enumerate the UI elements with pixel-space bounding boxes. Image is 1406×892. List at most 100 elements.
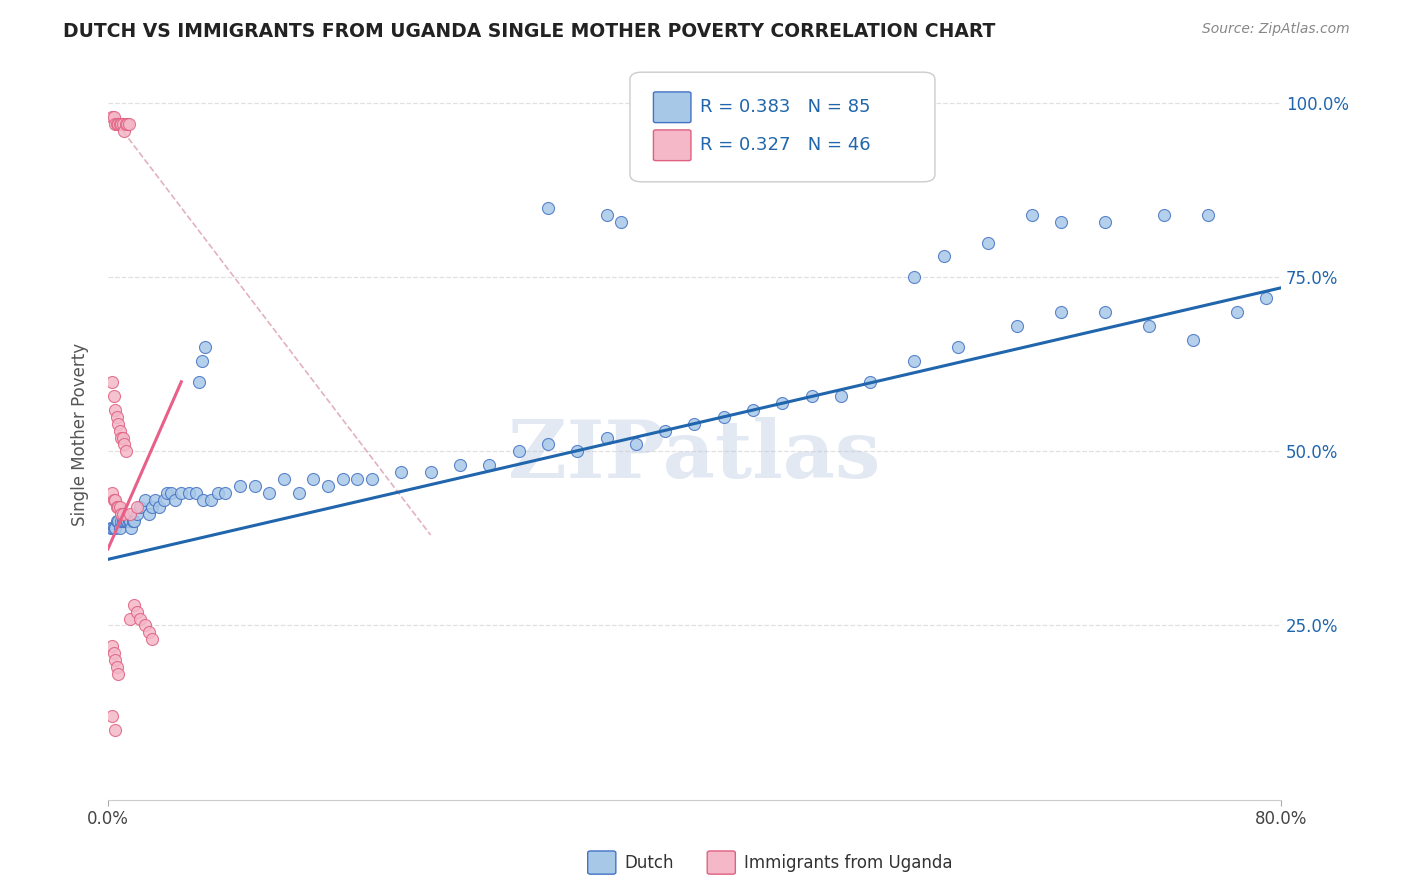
Point [101,640,124,654]
Point [112,437,135,451]
Point [129,611,152,625]
Point [160,486,183,500]
Point [346,472,368,486]
Point [127,500,149,515]
Point [187,375,209,389]
Point [114,117,136,131]
Point [117,117,139,131]
Point [156,486,179,500]
Point [103,493,125,508]
Point [120,521,142,535]
Point [1094,305,1116,319]
Point [105,117,128,131]
Point [108,500,131,515]
Point [101,709,124,723]
Point [170,486,193,500]
Point [243,479,266,493]
Point [110,514,132,528]
Point [138,625,160,640]
Point [108,424,131,438]
Point [903,354,925,368]
Point [259,486,281,500]
Point [111,117,134,131]
Point [389,465,412,479]
Point [1256,291,1278,305]
Point [107,417,129,431]
Point [115,514,138,528]
Point [449,458,471,473]
Point [595,208,617,222]
Point [124,514,146,528]
Point [122,514,145,528]
Point [610,215,633,229]
Point [287,486,309,500]
Text: Dutch: Dutch [624,854,673,871]
Text: Source: ZipAtlas.com: Source: ZipAtlas.com [1202,22,1350,37]
Point [207,486,229,500]
Point [165,493,187,508]
Text: R = 0.327   N = 46: R = 0.327 N = 46 [700,136,870,154]
Point [107,667,129,681]
Point [184,486,207,500]
Point [118,514,141,528]
Point [101,521,124,535]
Point [103,521,125,535]
Point [537,437,560,451]
Point [273,472,295,486]
Y-axis label: Single Mother Poverty: Single Mother Poverty [72,343,89,525]
FancyBboxPatch shape [654,130,690,161]
Point [332,472,354,486]
Point [118,611,141,625]
Point [104,493,127,508]
Point [110,117,132,131]
Point [100,521,122,535]
Point [104,117,127,131]
Point [191,354,214,368]
FancyBboxPatch shape [654,92,690,122]
Point [141,632,163,647]
Point [111,507,134,521]
Point [830,389,852,403]
Point [118,507,141,521]
Point [101,375,124,389]
Point [103,389,125,403]
Point [138,507,160,521]
Point [112,124,135,138]
Point [101,486,124,500]
Point [105,409,128,424]
Point [134,618,156,632]
Point [1197,208,1219,222]
Point [800,389,823,403]
Point [107,500,129,515]
Point [683,417,706,431]
Point [104,723,127,737]
Point [110,507,132,521]
Text: Immigrants from Uganda: Immigrants from Uganda [744,854,952,871]
Point [193,493,215,508]
Point [141,500,163,515]
Point [1050,215,1073,229]
Point [104,653,127,667]
Point [114,514,136,528]
Point [108,117,131,131]
Point [129,500,152,515]
Point [101,110,124,124]
Point [508,444,530,458]
Point [1021,208,1043,222]
Point [152,493,174,508]
Point [124,598,146,612]
Point [200,493,222,508]
Point [103,110,125,124]
Point [112,514,135,528]
Point [316,479,339,493]
Point [105,660,128,674]
Point [115,117,138,131]
Point [932,250,955,264]
Point [1153,208,1175,222]
Point [903,270,925,285]
Point [624,437,647,451]
Point [567,444,589,458]
FancyBboxPatch shape [630,72,935,182]
Point [104,402,127,417]
Point [478,458,501,473]
